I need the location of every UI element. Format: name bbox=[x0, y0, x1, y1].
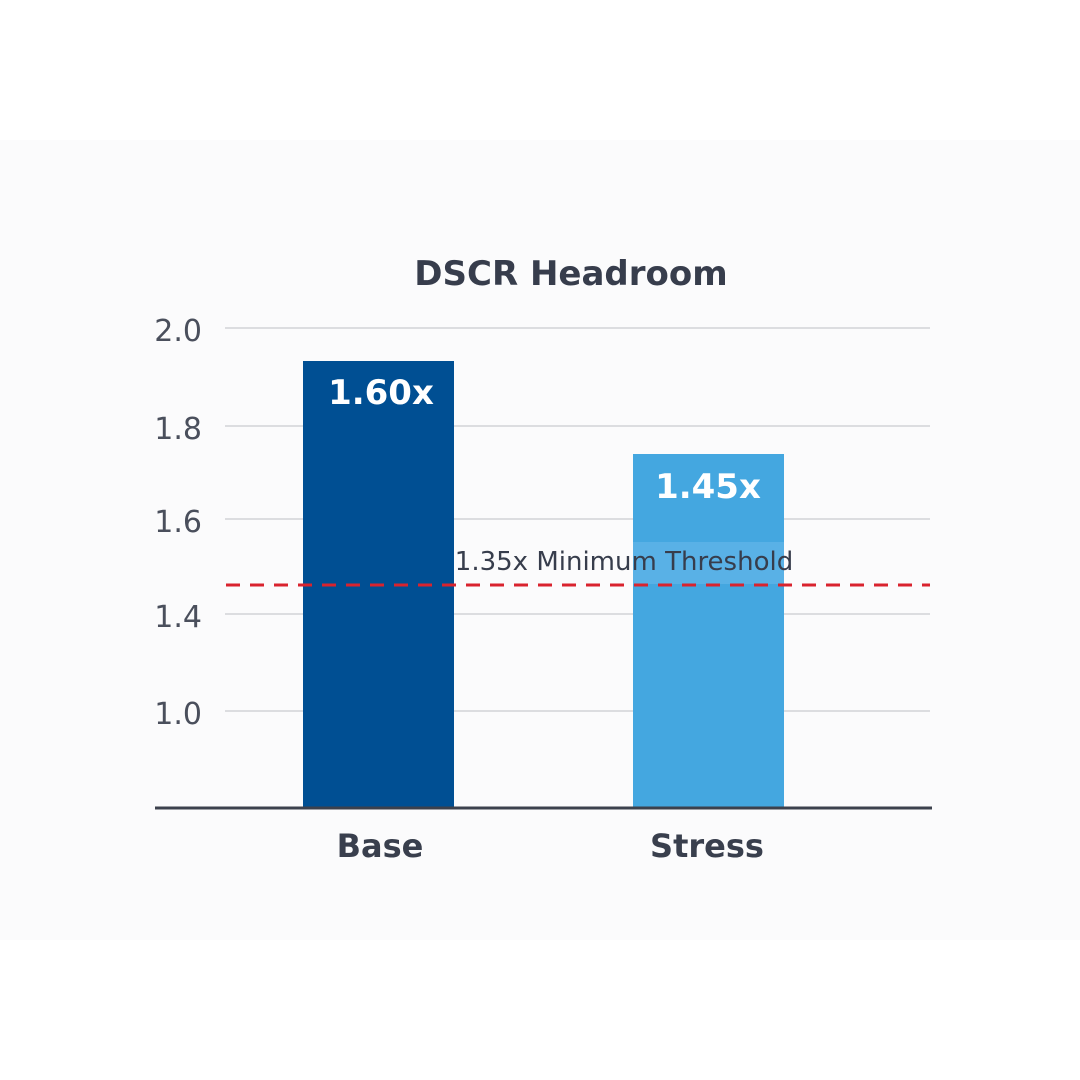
category-label-stress: Stress bbox=[650, 827, 764, 865]
y-tick-label: 1.6 bbox=[154, 505, 202, 540]
chart-title: DSCR Headroom bbox=[414, 254, 727, 294]
y-tick-label: 1.8 bbox=[154, 412, 202, 447]
y-tick-label: 2.0 bbox=[154, 314, 202, 349]
y-tick-label: 1.0 bbox=[154, 697, 202, 732]
y-tick-label: 1.4 bbox=[154, 600, 202, 635]
bar-stress-highlight bbox=[633, 542, 784, 584]
threshold-label: 1.35x Minimum Threshold bbox=[455, 547, 793, 577]
value-label-stress: 1.45x bbox=[655, 467, 761, 507]
category-label-base: Base bbox=[337, 827, 424, 865]
value-label-base: 1.60x bbox=[328, 373, 434, 413]
bar-stress bbox=[633, 454, 784, 807]
